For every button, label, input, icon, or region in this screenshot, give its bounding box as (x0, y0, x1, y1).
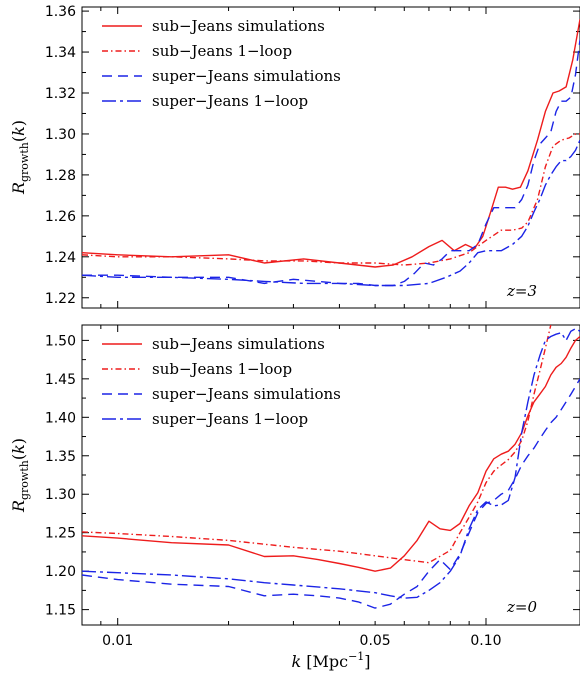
y-tick-label: 1.26 (45, 209, 76, 225)
y-tick-label: 1.34 (45, 45, 76, 61)
legend-label: sub−Jeans 1−loop (152, 360, 292, 378)
series-line-4 (82, 328, 580, 599)
y-tick-label: 1.45 (45, 372, 76, 388)
top-panel-annotation: z=3 (506, 282, 537, 300)
x-axis-label-text: k [Mpc−1] (291, 650, 370, 671)
y-tick-label: 1.20 (45, 564, 76, 580)
top-panel-legend: sub−Jeans simulations sub−Jeans 1−loop sup… (102, 17, 341, 110)
y-axis-label: Rgrowth(k) (9, 120, 31, 195)
series-line-2 (82, 133, 580, 266)
x-axis-label: k [Mpc−1] (291, 650, 370, 671)
series-line-3 (82, 378, 580, 609)
y-tick-label: 1.22 (45, 291, 76, 307)
legend-label: sub−Jeans 1−loop (152, 42, 292, 60)
x-tick-label: 0.10 (470, 633, 501, 649)
bottom-panel-series (82, 325, 580, 609)
legend-label: super−Jeans 1−loop (152, 92, 308, 110)
series-line-3 (82, 39, 580, 287)
top-panel-series (82, 19, 580, 287)
series-line-4 (82, 139, 580, 287)
y-tick-label: 1.40 (45, 410, 76, 426)
y-tick-label: 1.25 (45, 526, 76, 542)
top-panel-ticks: 1.22 1.24 1.26 1.28 1.30 1.32 1.34 1.36 (45, 4, 580, 308)
bottom-panel-legend: sub−Jeans simulations sub−Jeans 1−loop sup… (102, 335, 341, 428)
top-panel-frame (81, 6, 580, 309)
bottom-panel-ticks: 1.15 1.20 1.25 1.30 1.35 1.40 1.45 1.50 0.01 0.05… (45, 325, 580, 649)
y-tick-label: 1.30 (45, 487, 76, 503)
series-line-1 (82, 335, 580, 572)
legend-label: sub−Jeans simulations (152, 335, 325, 353)
y-tick-label: 1.50 (45, 333, 76, 349)
y-tick-label: 1.28 (45, 168, 76, 184)
y-tick-label: 1.15 (45, 603, 76, 619)
x-tick-label: 0.05 (360, 633, 391, 649)
y-tick-label: 1.24 (45, 250, 76, 266)
y-tick-label: 1.36 (45, 4, 76, 20)
y-axis-labels: Rgrowth(k) Rgrowth(k) (9, 120, 31, 513)
legend-label: super−Jeans simulations (152, 385, 341, 403)
bottom-panel-annotation: z=0 (506, 598, 537, 616)
legend-label: super−Jeans simulations (152, 67, 341, 85)
y-axis-label: Rgrowth(k) (9, 438, 31, 513)
legend-label: sub−Jeans simulations (152, 17, 325, 35)
y-tick-label: 1.35 (45, 449, 76, 465)
y-tick-label: 1.30 (45, 127, 76, 143)
x-tick-label: 0.01 (102, 633, 133, 649)
legend-label: super−Jeans 1−loop (152, 410, 308, 428)
y-tick-label: 1.32 (45, 86, 76, 102)
